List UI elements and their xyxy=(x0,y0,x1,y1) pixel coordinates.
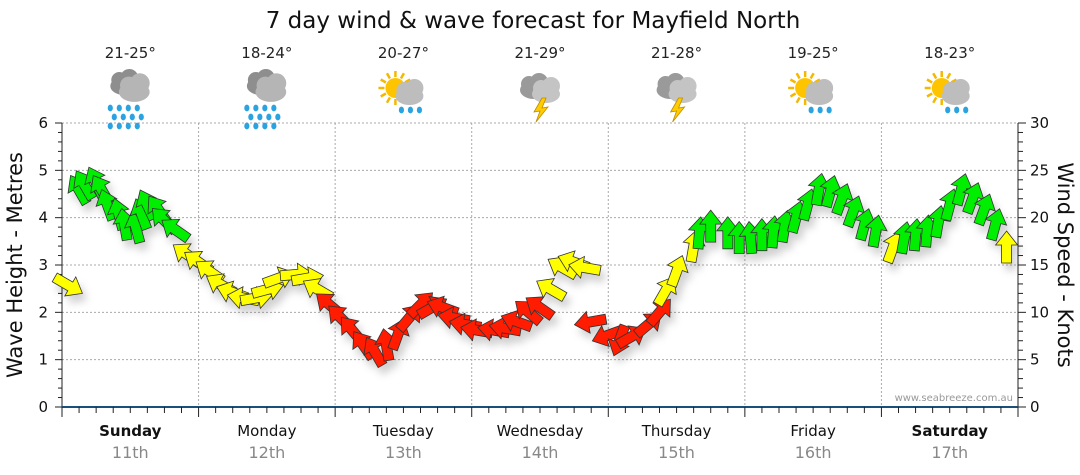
temperature-range: 21-28° xyxy=(651,44,702,62)
wind-arrow xyxy=(645,298,671,328)
rain-icon xyxy=(107,69,150,130)
right-tick-label: 5 xyxy=(1030,351,1040,369)
wind-arrow xyxy=(994,230,1019,264)
day-label: Thursday xyxy=(641,422,712,440)
right-tick-label: 25 xyxy=(1030,161,1049,179)
left-axis-title: Wave Height - Metres xyxy=(3,152,27,378)
right-tick-label: 20 xyxy=(1030,209,1049,227)
right-tick-label: 15 xyxy=(1030,256,1049,274)
date-label: 16th xyxy=(795,443,832,462)
temperature-range: 18-23° xyxy=(924,44,975,62)
wind-arrow xyxy=(161,218,192,244)
left-tick-label: 0 xyxy=(38,398,48,416)
wind-arrow xyxy=(984,208,1008,242)
temperature-range: 21-29° xyxy=(514,44,565,62)
rain-icon xyxy=(244,69,287,130)
wind-arrow xyxy=(864,214,888,249)
temperature-range: 21-25° xyxy=(105,44,156,62)
sun-cloud-shower-icon xyxy=(924,71,970,114)
left-tick-label: 3 xyxy=(38,256,48,274)
right-axis-title: Wind Speed - Knots xyxy=(1053,162,1077,367)
chart-title: 7 day wind & wave forecast for Mayfield … xyxy=(266,8,801,34)
temperature-range: 19-25° xyxy=(788,44,839,62)
temperature-range: 18-24° xyxy=(241,44,292,62)
day-label: Friday xyxy=(790,422,836,440)
day-label: Tuesday xyxy=(372,422,434,440)
date-label: 14th xyxy=(522,443,559,462)
right-tick-label: 10 xyxy=(1030,303,1049,321)
day-labels: Sunday 11th Monday 12th Tuesday 13th Wednesday… xyxy=(99,422,988,462)
storm-icon xyxy=(656,73,697,123)
right-tick-label: 30 xyxy=(1030,114,1049,132)
wind-arrow xyxy=(666,255,689,288)
wind-arrow xyxy=(573,310,608,334)
day-label: Monday xyxy=(237,422,296,440)
day-label: Saturday xyxy=(912,422,989,440)
wind-arrow xyxy=(536,278,568,302)
date-label: 12th xyxy=(248,443,285,462)
day-label: Wednesday xyxy=(497,422,584,440)
wind-arrow xyxy=(51,272,83,297)
weather-forecast-row: 21-25° 18-24° 20-27° 21-29° 21-28° 19-25° 18-2… xyxy=(105,44,975,130)
day-label: Sunday xyxy=(99,422,162,440)
left-tick-label: 5 xyxy=(38,161,48,179)
storm-icon xyxy=(520,73,560,123)
temperature-range: 20-27° xyxy=(378,44,429,62)
left-tick-label: 1 xyxy=(38,351,48,369)
date-label: 17th xyxy=(931,443,968,462)
watermark: www.seabreeze.com.au xyxy=(895,393,1013,404)
wind-arrow xyxy=(973,193,996,227)
left-tick-label: 4 xyxy=(38,209,48,227)
date-label: 11th xyxy=(112,443,149,462)
axes: 0 1 2 3 4 5 6 0 5 10 15 20 25 30 xyxy=(38,114,1049,417)
left-tick-label: 6 xyxy=(38,114,48,132)
date-label: 13th xyxy=(385,443,422,462)
sun-cloud-shower-icon xyxy=(378,71,424,114)
wind-arrows xyxy=(51,166,1019,369)
left-tick-label: 2 xyxy=(38,303,48,321)
date-label: 15th xyxy=(658,443,695,462)
wind-arrow xyxy=(698,209,723,243)
wind-arrow xyxy=(568,255,602,279)
right-tick-label: 0 xyxy=(1030,398,1040,416)
sun-cloud-shower-icon xyxy=(788,71,834,114)
